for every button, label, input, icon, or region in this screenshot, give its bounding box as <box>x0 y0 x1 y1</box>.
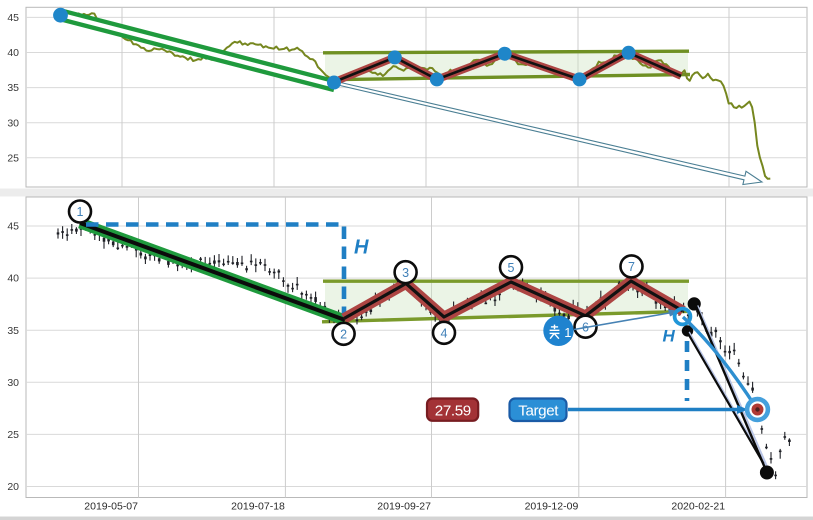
svg-text:27.59: 27.59 <box>435 402 471 419</box>
svg-text:40: 40 <box>7 273 19 285</box>
svg-text:H: H <box>354 237 369 259</box>
svg-text:2019-05-07: 2019-05-07 <box>84 501 138 513</box>
svg-text:7: 7 <box>628 260 635 274</box>
svg-text:35: 35 <box>7 325 19 337</box>
svg-text:35: 35 <box>7 82 19 94</box>
svg-text:2019-12-09: 2019-12-09 <box>525 501 579 513</box>
svg-text:2019-07-18: 2019-07-18 <box>231 501 285 513</box>
svg-text:1: 1 <box>77 205 84 219</box>
svg-text:2019-09-27: 2019-09-27 <box>377 501 431 513</box>
svg-text:30: 30 <box>7 377 19 389</box>
svg-text:Target: Target <box>518 402 559 419</box>
svg-text:45: 45 <box>7 221 19 233</box>
svg-text:5: 5 <box>508 261 515 275</box>
svg-text:25: 25 <box>7 429 19 441</box>
svg-text:45: 45 <box>7 12 19 24</box>
svg-text:H: H <box>663 327 676 346</box>
svg-text:40: 40 <box>7 47 19 59</box>
svg-text:30: 30 <box>7 117 19 129</box>
svg-text:25: 25 <box>7 152 19 164</box>
svg-text:1: 1 <box>564 325 571 340</box>
svg-text:3: 3 <box>402 266 409 280</box>
svg-text:4: 4 <box>441 326 448 340</box>
svg-text:20: 20 <box>7 481 19 493</box>
svg-text:2: 2 <box>340 327 347 341</box>
svg-text:2020-02-21: 2020-02-21 <box>671 501 725 513</box>
